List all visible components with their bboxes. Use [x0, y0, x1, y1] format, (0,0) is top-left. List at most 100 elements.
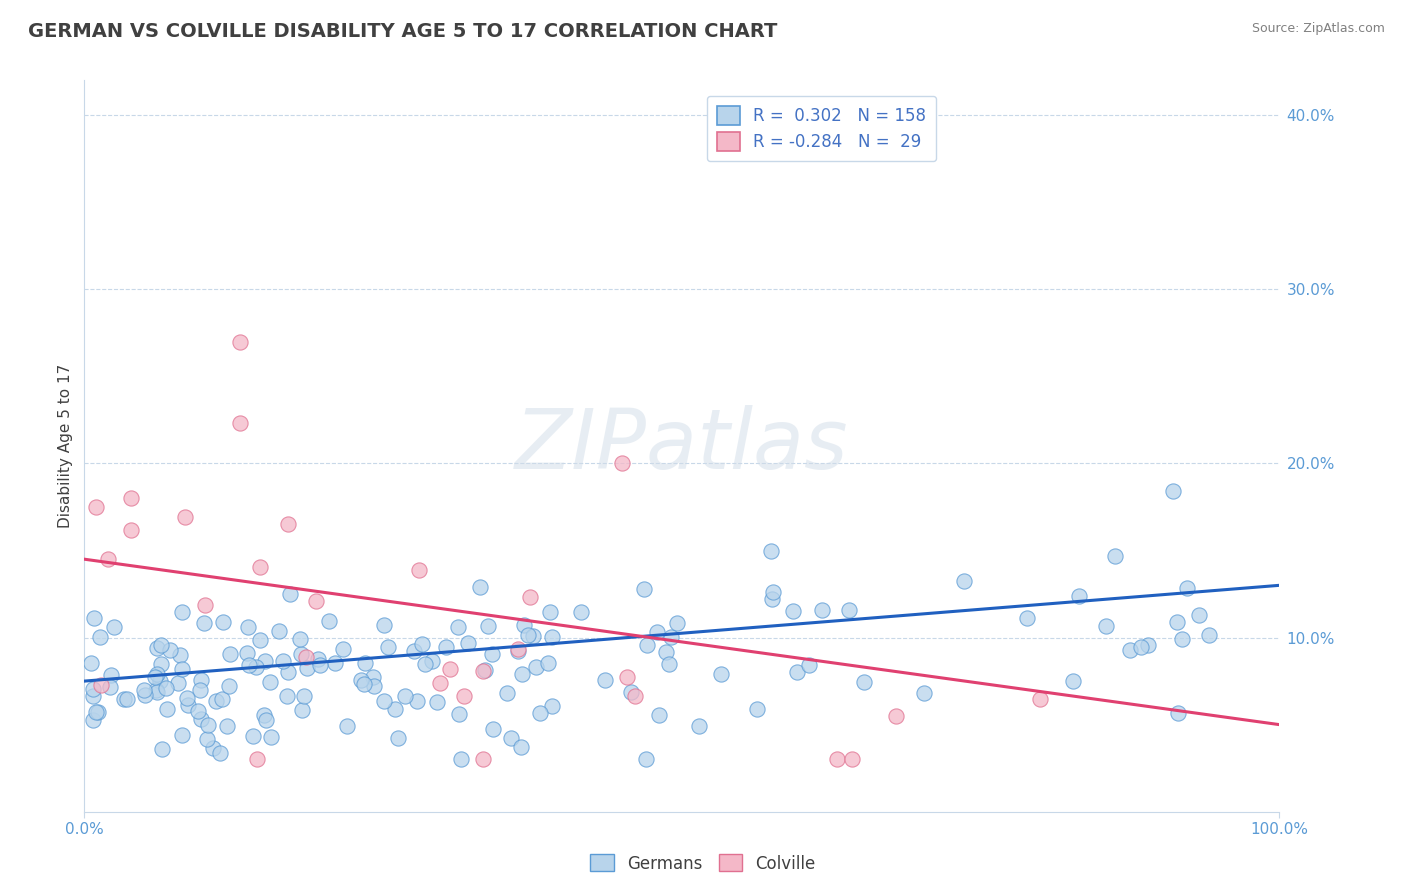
Point [447, 620, 470, 634]
Point [86, 705, 108, 719]
Point [353, 656, 375, 670]
Point [413, 657, 436, 671]
Point [541, 630, 564, 644]
Point [387, 731, 409, 745]
Point [150, 638, 173, 652]
Point [295, 650, 318, 665]
Point [307, 652, 329, 666]
Point [420, 654, 443, 668]
Point [645, 624, 668, 639]
Point [519, 591, 541, 605]
Point [434, 640, 457, 654]
Point [449, 707, 471, 722]
Point [439, 662, 461, 676]
Point [146, 640, 169, 655]
Legend: R =  0.302   N = 158, R = -0.284   N =  29: R = 0.302 N = 158, R = -0.284 N = 29 [707, 96, 936, 161]
Point [197, 718, 219, 732]
Point [86, 500, 108, 514]
Point [190, 673, 212, 687]
Y-axis label: Disability Age 5 to 17: Disability Age 5 to 17 [58, 364, 73, 528]
Point [190, 713, 212, 727]
Point [524, 660, 547, 674]
Point [569, 605, 592, 619]
Point [827, 752, 849, 766]
Point [353, 676, 375, 690]
Point [149, 673, 172, 688]
Point [100, 668, 122, 682]
Point [205, 694, 228, 708]
Point [177, 698, 200, 713]
Text: Source: ZipAtlas.com: Source: ZipAtlas.com [1251, 22, 1385, 36]
Point [82, 713, 104, 727]
Point [648, 707, 671, 722]
Point [1094, 619, 1116, 633]
Point [295, 661, 318, 675]
Point [87, 705, 110, 719]
Point [363, 679, 385, 693]
Point [361, 670, 384, 684]
Point [318, 615, 340, 629]
Point [710, 667, 733, 681]
Point [291, 703, 314, 717]
Point [332, 642, 354, 657]
Point [97, 552, 120, 566]
Point [212, 615, 235, 629]
Point [349, 673, 371, 687]
Point [173, 510, 195, 524]
Point [294, 689, 316, 703]
Point [373, 694, 395, 708]
Point [616, 670, 638, 684]
Point [218, 647, 240, 661]
Point [194, 599, 217, 613]
Point [510, 667, 533, 681]
Point [426, 694, 449, 708]
Point [429, 676, 451, 690]
Point [253, 707, 276, 722]
Point [134, 688, 156, 702]
Point [377, 640, 399, 654]
Point [884, 708, 907, 723]
Point [593, 673, 616, 688]
Point [170, 605, 193, 619]
Point [952, 574, 974, 588]
Point [188, 682, 211, 697]
Point [290, 648, 312, 662]
Point [411, 636, 433, 650]
Point [117, 692, 139, 706]
Point [169, 648, 191, 662]
Point [249, 559, 271, 574]
Point [246, 752, 269, 766]
Point [143, 670, 166, 684]
Point [254, 654, 277, 668]
Point [1198, 628, 1220, 642]
Point [217, 719, 239, 733]
Point [211, 692, 233, 706]
Point [238, 657, 260, 672]
Point [193, 616, 215, 631]
Point [176, 691, 198, 706]
Point [172, 662, 194, 676]
Point [229, 334, 252, 349]
Legend: Germans, Colville: Germans, Colville [583, 847, 823, 880]
Point [120, 491, 142, 506]
Point [1188, 607, 1211, 622]
Point [912, 686, 935, 700]
Point [254, 713, 277, 727]
Point [655, 645, 678, 659]
Point [218, 679, 240, 693]
Point [658, 657, 681, 672]
Point [797, 658, 820, 673]
Point [634, 752, 657, 766]
Point [477, 619, 499, 633]
Point [453, 689, 475, 703]
Point [1175, 581, 1198, 595]
Point [156, 702, 179, 716]
Point [1170, 632, 1192, 646]
Point [155, 681, 177, 696]
Point [150, 657, 173, 671]
Point [624, 689, 647, 703]
Point [260, 731, 283, 745]
Point [229, 416, 252, 430]
Point [759, 544, 782, 558]
Text: GERMAN VS COLVILLE DISABILITY AGE 5 TO 17 CORRELATION CHART: GERMAN VS COLVILLE DISABILITY AGE 5 TO 1… [28, 22, 778, 41]
